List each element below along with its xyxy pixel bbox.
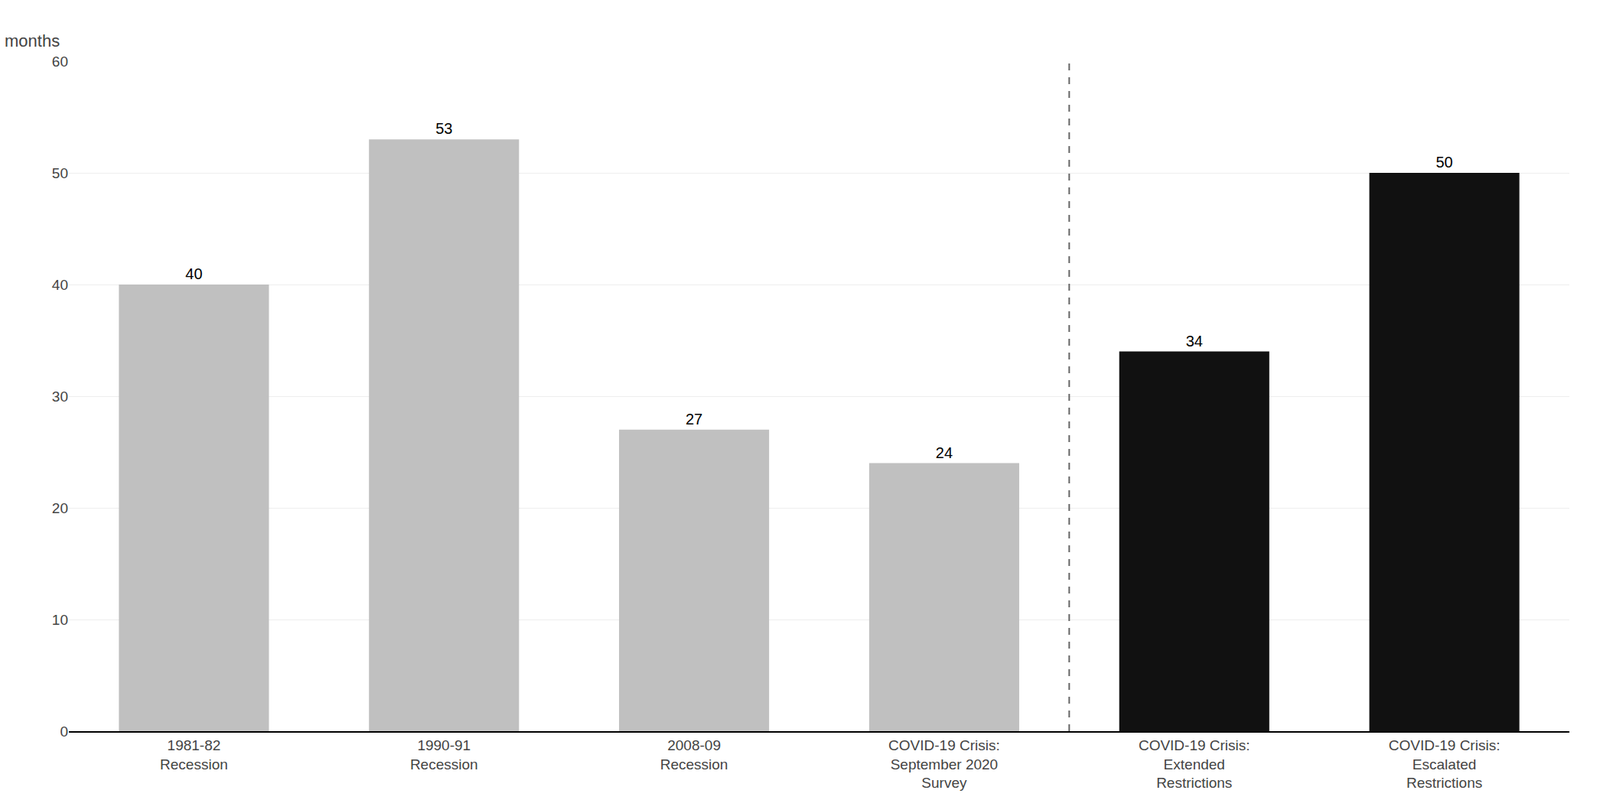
svg-text:1990-91Recession: 1990-91Recession [410,737,479,773]
svg-text:40: 40 [185,265,203,283]
svg-text:20: 20 [52,500,69,517]
svg-text:50: 50 [52,165,69,182]
svg-text:2008-09Recession: 2008-09Recession [660,737,729,773]
svg-text:53: 53 [435,120,453,137]
svg-text:50: 50 [1435,153,1453,171]
svg-text:24: 24 [935,444,953,462]
svg-text:COVID-19 Crisis:EscalatedRestr: COVID-19 Crisis:EscalatedRestrictions [1388,737,1501,792]
svg-text:60: 60 [52,53,69,70]
svg-text:30: 30 [52,388,69,405]
svg-text:1981-82Recession: 1981-82Recession [159,737,229,773]
svg-text:10: 10 [52,612,69,629]
svg-text:months: months [4,31,60,51]
svg-text:COVID-19 Crisis:September 2020: COVID-19 Crisis:September 2020Survey [888,737,1001,792]
svg-text:0: 0 [59,723,69,740]
svg-text:COVID-19 Crisis:ExtendedRestri: COVID-19 Crisis:ExtendedRestrictions [1138,737,1251,792]
svg-text:34: 34 [1186,332,1203,350]
svg-text:40: 40 [52,276,69,294]
svg-text:27: 27 [685,410,703,428]
